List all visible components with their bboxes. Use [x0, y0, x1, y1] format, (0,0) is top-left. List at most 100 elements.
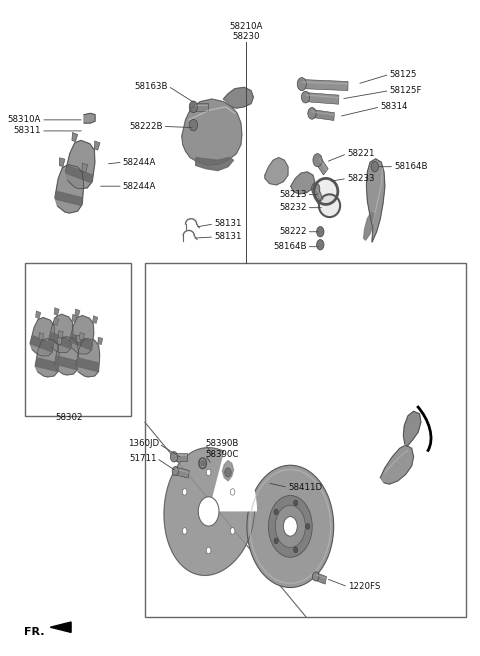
Polygon shape [72, 133, 78, 142]
Text: 58222B: 58222B [129, 122, 162, 131]
Polygon shape [57, 337, 62, 344]
Polygon shape [54, 308, 59, 316]
Polygon shape [182, 99, 242, 165]
Polygon shape [53, 318, 59, 325]
Polygon shape [48, 314, 73, 353]
Text: 58131: 58131 [214, 232, 241, 241]
Polygon shape [175, 455, 187, 456]
Polygon shape [222, 461, 234, 481]
Polygon shape [315, 573, 326, 584]
Polygon shape [316, 574, 326, 579]
Text: 58164B: 58164B [273, 242, 306, 251]
Text: 58244A: 58244A [123, 182, 156, 191]
Polygon shape [59, 331, 63, 338]
Polygon shape [302, 81, 348, 85]
Polygon shape [380, 445, 414, 484]
Polygon shape [70, 334, 92, 350]
Polygon shape [403, 411, 421, 446]
Ellipse shape [317, 239, 324, 250]
Ellipse shape [247, 465, 334, 588]
Polygon shape [55, 165, 84, 213]
Text: FR.: FR. [24, 627, 44, 638]
Ellipse shape [312, 572, 319, 581]
Text: 58310A: 58310A [8, 115, 41, 125]
Ellipse shape [172, 466, 179, 476]
Text: 58232: 58232 [279, 203, 306, 212]
Polygon shape [175, 453, 187, 461]
Text: 1360JD: 1360JD [128, 440, 159, 448]
Polygon shape [76, 338, 100, 377]
Text: 58164B: 58164B [394, 162, 428, 171]
Text: 58411D: 58411D [288, 483, 322, 492]
Ellipse shape [274, 509, 278, 515]
Polygon shape [316, 189, 322, 201]
Polygon shape [30, 318, 55, 356]
Text: 58213: 58213 [279, 190, 306, 199]
Polygon shape [35, 338, 59, 377]
Polygon shape [93, 316, 98, 323]
Text: 58390C: 58390C [205, 450, 238, 459]
Polygon shape [49, 333, 72, 348]
Polygon shape [75, 309, 80, 317]
Polygon shape [56, 356, 77, 369]
Ellipse shape [297, 77, 306, 91]
Polygon shape [265, 157, 288, 185]
Ellipse shape [170, 451, 178, 462]
Ellipse shape [312, 183, 320, 195]
Polygon shape [31, 336, 53, 352]
Polygon shape [319, 158, 327, 171]
Ellipse shape [189, 101, 198, 113]
Text: 58244A: 58244A [123, 157, 156, 167]
Ellipse shape [306, 523, 310, 529]
Polygon shape [69, 316, 94, 354]
Text: 58314: 58314 [380, 102, 408, 112]
Polygon shape [366, 159, 385, 242]
Polygon shape [98, 337, 103, 344]
Polygon shape [60, 157, 65, 167]
Text: 58131: 58131 [214, 219, 241, 228]
Ellipse shape [230, 489, 235, 495]
Ellipse shape [201, 461, 204, 466]
Polygon shape [302, 79, 348, 91]
Text: 58125: 58125 [390, 70, 417, 79]
Ellipse shape [308, 108, 316, 119]
Ellipse shape [182, 527, 187, 534]
Polygon shape [66, 166, 93, 182]
Polygon shape [313, 188, 323, 203]
Polygon shape [84, 113, 95, 123]
Ellipse shape [314, 178, 338, 205]
Polygon shape [311, 111, 334, 115]
Polygon shape [77, 335, 82, 342]
Ellipse shape [319, 194, 340, 217]
Ellipse shape [294, 500, 298, 506]
Ellipse shape [198, 497, 219, 526]
Ellipse shape [189, 119, 198, 131]
Ellipse shape [268, 495, 312, 558]
Polygon shape [94, 141, 100, 150]
Polygon shape [177, 469, 189, 473]
Ellipse shape [274, 538, 278, 544]
Text: 58390B: 58390B [205, 440, 238, 448]
Text: 58233: 58233 [347, 174, 374, 183]
Polygon shape [72, 314, 77, 322]
Polygon shape [195, 104, 208, 106]
Text: 58230: 58230 [233, 32, 260, 41]
Polygon shape [36, 311, 41, 319]
Ellipse shape [276, 505, 305, 548]
Polygon shape [176, 467, 189, 478]
Polygon shape [80, 333, 84, 340]
Ellipse shape [371, 161, 378, 172]
Ellipse shape [230, 527, 235, 534]
Polygon shape [364, 213, 375, 240]
Text: 58302: 58302 [55, 413, 83, 422]
Text: 58125F: 58125F [390, 86, 422, 95]
Polygon shape [196, 157, 234, 171]
Polygon shape [77, 358, 99, 371]
Ellipse shape [182, 489, 187, 495]
Text: 51711: 51711 [129, 453, 156, 462]
Polygon shape [55, 337, 78, 375]
Text: 58311: 58311 [13, 127, 41, 135]
Bar [25, 263, 131, 416]
Polygon shape [306, 94, 339, 98]
Polygon shape [36, 358, 58, 371]
